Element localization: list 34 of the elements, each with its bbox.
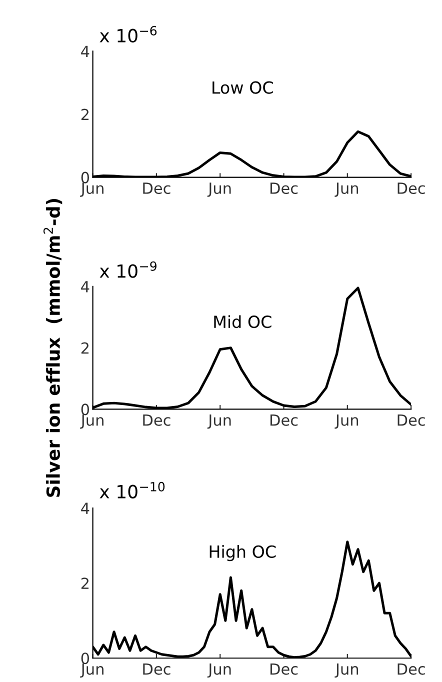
x-tick-label: Jun	[334, 663, 358, 678]
x-tick-label: Jun	[80, 663, 104, 678]
annotation: Mid OC	[214, 315, 272, 328]
y-tick-label: 0	[81, 652, 90, 664]
x-tick-label: Jun	[207, 663, 231, 678]
y-tick-label: 2	[81, 578, 89, 589]
y-tick-label: 0	[81, 404, 90, 416]
annotation: High OC	[210, 545, 276, 562]
x-tick-label: Jun	[207, 414, 231, 429]
x-tick-label: Dec	[270, 414, 298, 426]
y-tick-label: 2	[81, 108, 89, 120]
x-tick-label: Jun	[80, 414, 104, 429]
x-tick-label: Dec	[143, 182, 170, 194]
y-tick-label: 2	[81, 342, 89, 354]
x-tick-label: Dec	[398, 663, 425, 675]
text: x 10$^{−9}$	[100, 261, 156, 278]
y-tick-label: 0	[81, 172, 90, 184]
text: x 10$^{−10}$	[100, 482, 165, 498]
x-tick-label: Dec	[270, 182, 298, 194]
x-tick-label: Dec	[398, 414, 425, 426]
x-tick-label: Jun	[80, 182, 104, 197]
x-tick-label: Dec	[270, 663, 298, 675]
x-tick-label: Dec	[143, 663, 170, 675]
y-tick-label: 4	[81, 502, 90, 514]
annotation: Low OC	[212, 81, 273, 94]
x-tick-label: Jun	[207, 182, 231, 197]
text: x 10$^{−6}$	[100, 26, 157, 42]
x-tick-label: Dec	[398, 182, 425, 194]
x-tick-label: Jun	[334, 414, 358, 429]
x-tick-label: Dec	[143, 414, 170, 426]
y-tick-label: 4	[81, 46, 90, 57]
x-tick-label: Jun	[334, 182, 358, 197]
y-tick-label: 4	[81, 281, 90, 292]
y-axis-title: Silver ion efflux (mmol/m$^{2}$-d)	[43, 198, 62, 497]
